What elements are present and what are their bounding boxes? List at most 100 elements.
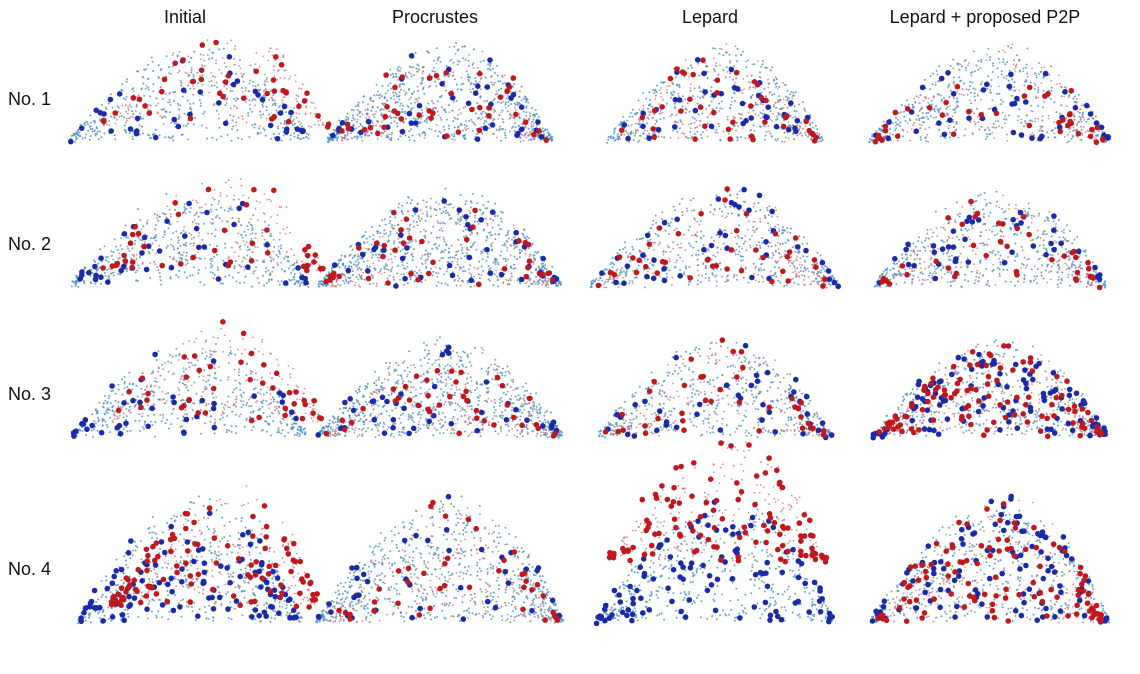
target-point (349, 261, 351, 263)
target-point (172, 91, 174, 93)
source-point (1076, 129, 1078, 131)
target-point (531, 107, 533, 109)
target-point (491, 245, 493, 247)
target-point (187, 85, 189, 87)
target-point (219, 217, 221, 219)
target-point (185, 255, 187, 257)
target-point (990, 92, 992, 94)
source-point (727, 71, 729, 73)
target-point (424, 254, 426, 256)
target-point (1006, 61, 1008, 63)
target-point (270, 138, 272, 140)
target-keypoint (346, 268, 352, 274)
target-point (446, 271, 448, 273)
target-point (482, 258, 484, 260)
target-point (463, 236, 465, 238)
source-point (300, 122, 302, 124)
target-point (451, 245, 453, 247)
source-point (434, 107, 436, 109)
target-point (751, 75, 753, 77)
target-point (482, 111, 484, 113)
target-point (490, 234, 492, 236)
source-point (382, 133, 384, 135)
target-point (358, 105, 360, 107)
figure: InitialProcrustesLepardLepard + proposed… (0, 0, 1140, 669)
target-point (158, 64, 160, 66)
target-point (1051, 130, 1053, 132)
target-point (430, 208, 432, 210)
target-point (969, 85, 971, 87)
target-point (932, 73, 934, 75)
target-point (448, 257, 450, 259)
target-point (448, 125, 450, 127)
target-point (412, 135, 414, 137)
source-point (437, 78, 439, 80)
source-point (337, 284, 339, 286)
source-point (1069, 140, 1071, 142)
target-point (344, 256, 346, 258)
target-point (234, 265, 236, 267)
source-point (921, 108, 923, 110)
source-keypoint (674, 66, 680, 72)
source-point (207, 54, 209, 56)
target-point (1006, 75, 1008, 77)
source-point (400, 273, 402, 275)
target-point (241, 138, 243, 140)
target-point (899, 125, 901, 127)
source-keypoint (763, 98, 769, 104)
source-point (227, 221, 229, 223)
source-point (1041, 82, 1043, 84)
target-keypoint (284, 126, 290, 132)
target-point (204, 111, 206, 113)
target-point (74, 141, 76, 143)
target-point (725, 76, 727, 78)
source-point (1017, 119, 1019, 121)
target-point (925, 112, 927, 114)
source-point (464, 106, 466, 108)
source-point (469, 89, 471, 91)
target-point (638, 140, 640, 142)
source-point (296, 95, 298, 97)
target-point (1025, 79, 1027, 81)
target-keypoint (157, 248, 163, 254)
target-keypoint (398, 232, 404, 238)
target-point (707, 123, 709, 125)
target-point (701, 112, 703, 114)
source-keypoint (283, 89, 289, 95)
target-point (210, 266, 212, 268)
target-keypoint (885, 136, 891, 142)
source-point (238, 198, 240, 200)
source-point (957, 106, 959, 108)
target-point (216, 215, 218, 217)
target-point (281, 140, 283, 142)
target-point (352, 270, 354, 272)
target-point (535, 276, 537, 278)
target-point (976, 108, 978, 110)
source-point (1041, 67, 1043, 69)
source-keypoint (513, 112, 519, 118)
target-point (408, 106, 410, 108)
target-point (258, 89, 260, 91)
source-point (239, 246, 241, 248)
target-point (397, 101, 399, 103)
source-point (1073, 114, 1075, 116)
target-point (372, 122, 374, 124)
target-point (505, 234, 507, 236)
source-point (262, 55, 264, 57)
target-point (515, 126, 517, 128)
target-point (1016, 54, 1018, 56)
source-point (149, 262, 151, 264)
target-keypoint (447, 263, 453, 269)
source-point (365, 248, 367, 250)
target-point (276, 254, 278, 256)
target-point (411, 93, 413, 95)
target-point (526, 98, 528, 100)
target-point (439, 229, 441, 231)
source-point (639, 109, 641, 111)
target-keypoint (457, 207, 463, 213)
source-point (405, 72, 407, 74)
source-point (1053, 132, 1055, 134)
target-keypoint (135, 116, 141, 122)
target-point (764, 139, 766, 141)
source-point (314, 124, 316, 126)
